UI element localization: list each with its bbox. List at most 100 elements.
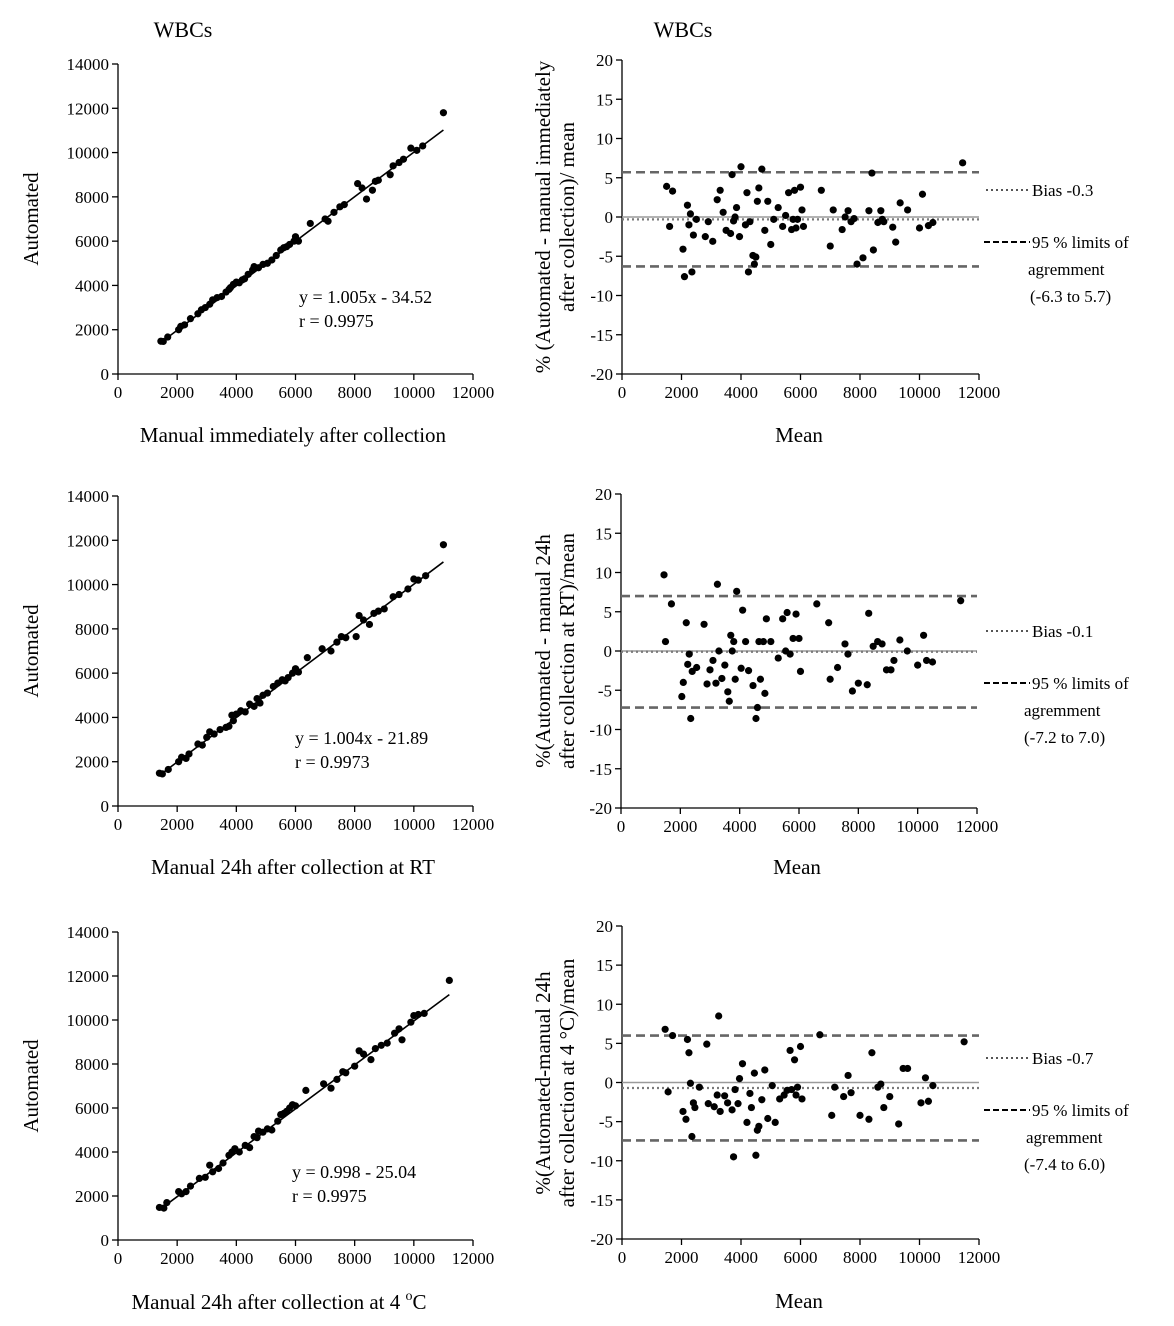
title-right: WBCs — [654, 17, 713, 42]
data-point — [715, 647, 723, 655]
data-points — [157, 109, 448, 346]
data-point — [719, 208, 727, 216]
data-point — [216, 726, 224, 734]
tick-marks: 0 2000 4000 6000 8000 10000 12000 -20 -15 -10 -5 0 5… — [590, 917, 1000, 1267]
x-tick-label: 8000 — [338, 383, 372, 402]
data-point — [889, 223, 897, 231]
data-points — [155, 541, 448, 778]
legend-bias-text: Bias -0.1 — [1032, 622, 1093, 641]
data-point — [868, 1049, 876, 1057]
data-point — [399, 155, 408, 163]
x-tick-label: 6000 — [782, 817, 816, 836]
data-point — [679, 1107, 687, 1116]
data-point — [915, 224, 924, 232]
data-point — [391, 1029, 399, 1037]
data-point — [774, 654, 782, 662]
data-point — [318, 645, 326, 653]
data-point — [816, 1031, 824, 1039]
data-point — [420, 1009, 428, 1018]
x-tick-label: 10000 — [898, 1248, 941, 1267]
y-tick-label: 10000 — [67, 1011, 110, 1030]
data-point — [198, 741, 206, 749]
data-point — [786, 650, 794, 658]
correlation-coefficient: r = 0.9975 — [292, 1186, 367, 1206]
y-tick-label: 6000 — [75, 664, 109, 683]
data-point — [407, 144, 415, 152]
x-tick-label: 2000 — [665, 1248, 699, 1267]
data-point — [844, 650, 852, 658]
data-point — [439, 109, 448, 117]
data-point — [790, 186, 799, 194]
data-point — [683, 1035, 692, 1044]
data-point — [793, 215, 802, 223]
data-point — [796, 183, 805, 191]
data-point — [164, 333, 172, 341]
data-point — [793, 1083, 802, 1091]
data-point — [340, 201, 348, 209]
data-point — [274, 1117, 282, 1125]
scatter-panel-1: 0 2000 4000 6000 8000 10000 12000 0 2000 4000 6000… — [19, 55, 494, 447]
tick-marks: 0 2000 4000 6000 8000 10000 12000 -20 -15 -10 -5 0 5… — [590, 51, 1000, 402]
data-point — [389, 162, 397, 170]
y-tick-label: -5 — [599, 247, 613, 266]
data-point — [661, 637, 670, 646]
data-point — [752, 714, 760, 723]
data-point — [374, 607, 382, 615]
data-point — [747, 1103, 756, 1112]
data-point — [759, 637, 768, 646]
y-axis-label-line-2: after collection at RT)/mean — [555, 532, 579, 769]
data-point — [679, 678, 687, 687]
data-point — [877, 1080, 885, 1088]
x-tick-label: 0 — [114, 1249, 123, 1268]
x-tick-label: 8000 — [843, 383, 877, 402]
data-point — [928, 658, 937, 666]
data-point — [206, 1161, 214, 1169]
data-point — [342, 634, 350, 642]
data-point — [742, 637, 750, 646]
data-point — [755, 184, 763, 192]
data-points — [663, 159, 967, 281]
x-tick-label: 0 — [114, 383, 123, 402]
data-point — [758, 165, 766, 173]
data-point — [761, 1066, 769, 1074]
data-point — [713, 196, 721, 204]
data-point — [847, 1089, 855, 1097]
data-point — [445, 976, 453, 985]
data-point — [795, 634, 803, 643]
data-point — [668, 187, 677, 195]
data-point — [268, 256, 276, 264]
data-point — [796, 1042, 805, 1051]
y-axis-label: Automated — [19, 172, 43, 266]
data-point — [404, 585, 412, 593]
data-point — [159, 337, 167, 346]
data-point — [709, 237, 717, 245]
data-point — [903, 647, 911, 655]
bland-altman-panel-2: 0 2000 4000 6000 8000 10000 12000 -20 -15 -10 -5 0 5… — [531, 485, 1129, 879]
data-point — [929, 218, 937, 227]
data-point — [921, 1074, 930, 1082]
legend-loa-line-3: (-7.2 to 7.0) — [1024, 728, 1105, 747]
tick-marks: 0 2000 4000 6000 8000 10000 12000 0 2000 4000 6000… — [67, 923, 495, 1268]
data-point — [826, 675, 834, 683]
data-point — [716, 186, 724, 194]
data-point — [750, 1069, 758, 1077]
x-axis-label: Manual 24h after collection at 4 oC — [131, 1289, 426, 1314]
data-point — [250, 702, 258, 710]
legend-bias-text: Bias -0.3 — [1032, 181, 1093, 200]
data-point — [359, 1050, 368, 1058]
y-tick-label: 15 — [596, 956, 613, 975]
x-tick-label: 0 — [114, 815, 123, 834]
data-point — [687, 714, 695, 723]
data-point — [682, 619, 690, 627]
data-point — [377, 1041, 385, 1049]
x-tick-label: 6000 — [279, 383, 313, 402]
regression-equation: y = 1.005x - 34.52 — [299, 287, 432, 307]
data-point — [219, 1159, 227, 1167]
y-tick-label: 2000 — [75, 1187, 109, 1206]
data-point — [374, 176, 382, 184]
x-axis-label: Manual 24h after collection at RT — [151, 855, 435, 879]
data-point — [715, 1012, 723, 1020]
bland-altman-panel-1: 0 2000 4000 6000 8000 10000 12000 -20 -15 -10 -5 0 5… — [531, 51, 1129, 447]
y-axis-label-line-1: % (Automated - manual immediately — [531, 60, 555, 373]
